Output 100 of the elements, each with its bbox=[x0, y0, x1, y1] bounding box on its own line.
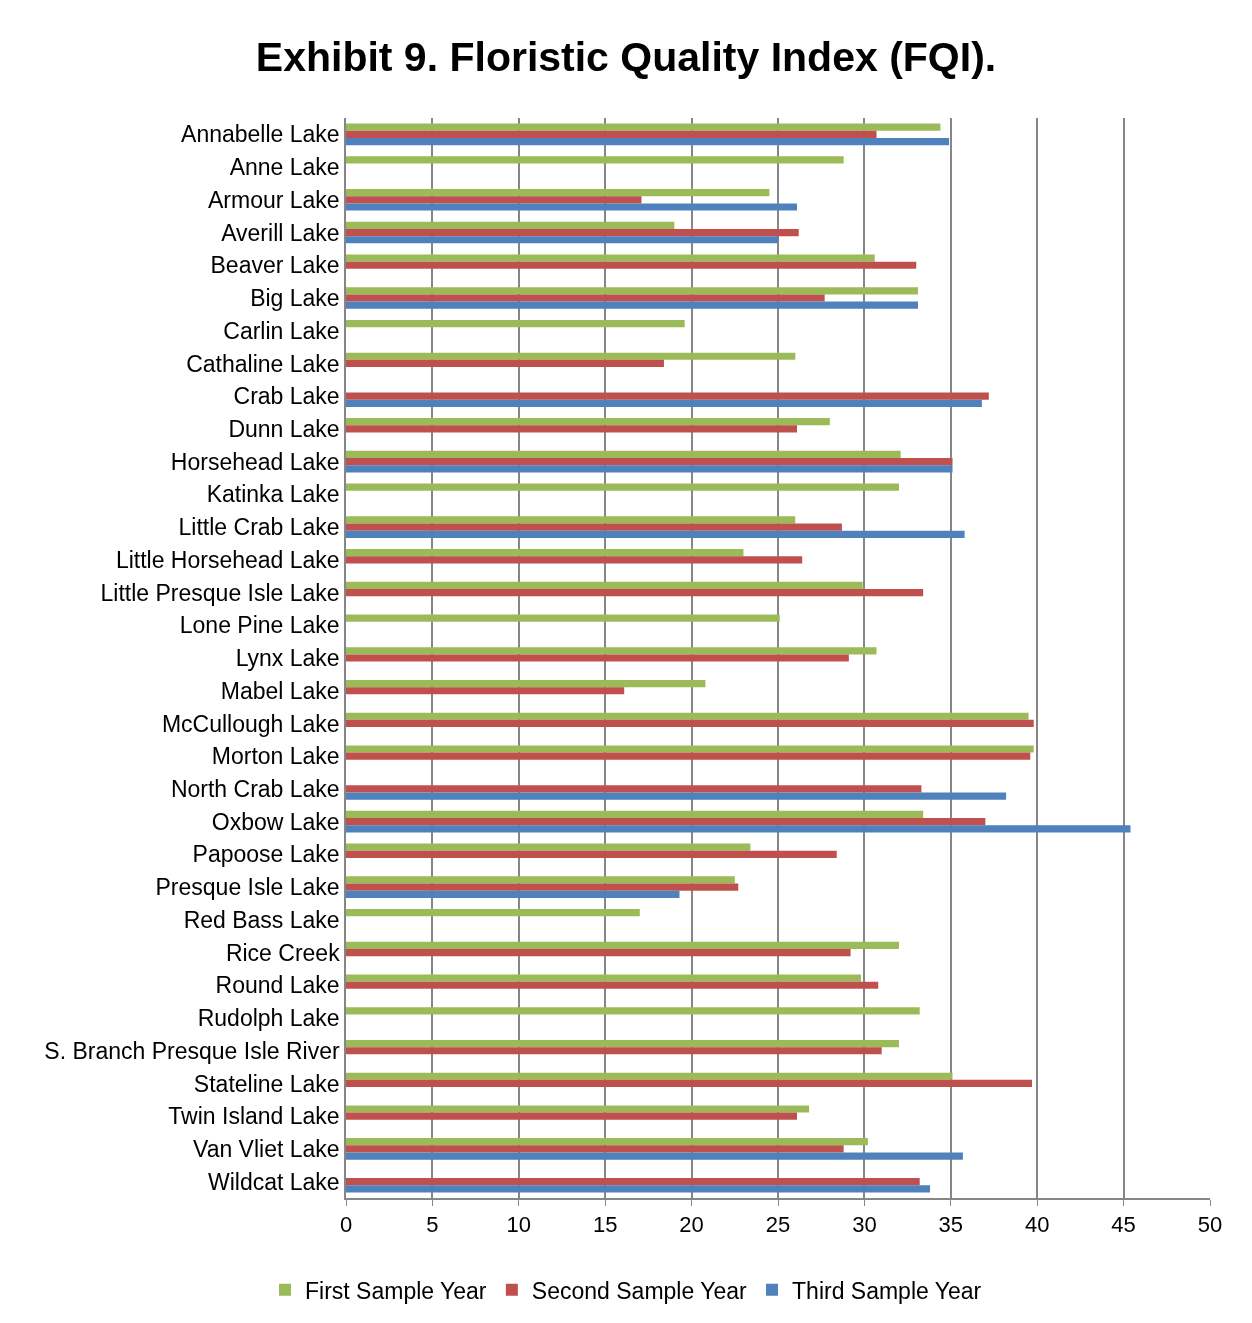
y-tick-label: Beaver Lake bbox=[210, 252, 340, 279]
bar bbox=[346, 254, 875, 262]
bar bbox=[346, 156, 844, 164]
bar bbox=[346, 261, 917, 269]
y-tick-label: Horsehead Lake bbox=[170, 448, 340, 475]
bar bbox=[346, 458, 953, 466]
y-tick-label: Cathaline Lake bbox=[186, 350, 340, 377]
y-tick-label: Rudolph Lake bbox=[197, 1005, 340, 1032]
bar bbox=[346, 236, 778, 244]
bar bbox=[346, 399, 982, 407]
x-tick-label: 40 bbox=[1024, 1212, 1050, 1238]
bar bbox=[346, 189, 770, 197]
bar bbox=[346, 712, 1029, 720]
bar bbox=[346, 909, 640, 917]
y-tick-label: Little Crab Lake bbox=[178, 514, 340, 541]
bar bbox=[346, 1138, 868, 1146]
x-tick-label: 15 bbox=[592, 1212, 618, 1238]
legend-label: Second Sample Year bbox=[531, 1277, 748, 1304]
y-tick-label: Mabel Lake bbox=[220, 677, 340, 704]
y-tick-label: Annabelle Lake bbox=[181, 121, 340, 148]
bar bbox=[346, 1007, 920, 1015]
bar bbox=[346, 352, 796, 360]
bar bbox=[346, 647, 877, 655]
bar bbox=[346, 843, 751, 851]
bar bbox=[346, 523, 842, 531]
bar bbox=[346, 221, 675, 229]
bar bbox=[346, 450, 901, 459]
y-tick-label: Twin Island Lake bbox=[168, 1103, 340, 1130]
bar bbox=[346, 792, 1007, 800]
bar bbox=[346, 948, 851, 957]
bar bbox=[346, 1072, 953, 1080]
bar bbox=[346, 137, 950, 146]
bar bbox=[346, 1178, 920, 1186]
y-tick-label: Wildcat Lake bbox=[207, 1168, 340, 1195]
bar bbox=[346, 319, 685, 328]
y-tick-label: Lynx Lake bbox=[235, 645, 340, 672]
y-tick-label: Dunn Lake bbox=[228, 415, 340, 442]
y-tick-label: Lone Pine Lake bbox=[179, 612, 340, 639]
y-tick-label: Big Lake bbox=[250, 285, 340, 312]
bar bbox=[346, 483, 899, 491]
bar bbox=[346, 425, 798, 433]
bar bbox=[346, 719, 1034, 728]
bar bbox=[346, 465, 953, 473]
y-tick-label: S. Branch Presque Isle River bbox=[44, 1037, 340, 1064]
y-tick-label: Van Vliet Lake bbox=[193, 1135, 340, 1162]
x-tick-label: 0 bbox=[339, 1212, 353, 1238]
bar bbox=[346, 228, 799, 237]
x-tick-label: 35 bbox=[938, 1212, 964, 1238]
bar bbox=[346, 581, 863, 589]
y-tick-label: Red Bass Lake bbox=[183, 906, 340, 933]
bar bbox=[346, 785, 922, 793]
y-tick-label: Stateline Lake bbox=[193, 1070, 340, 1097]
bar bbox=[346, 392, 989, 400]
bar bbox=[346, 294, 825, 302]
y-tick-label: North Crab Lake bbox=[170, 775, 340, 802]
bar bbox=[346, 196, 642, 204]
x-tick-label: 10 bbox=[506, 1212, 532, 1238]
y-tick-label: Armour Lake bbox=[207, 186, 340, 213]
legend-label: First Sample Year bbox=[305, 1277, 487, 1304]
x-tick-label: 25 bbox=[765, 1212, 791, 1238]
bar bbox=[346, 745, 1034, 753]
bar bbox=[346, 614, 780, 622]
bar bbox=[346, 516, 796, 524]
bar bbox=[346, 359, 664, 368]
y-tick-label: Anne Lake bbox=[229, 154, 340, 181]
y-tick-label: Carlin Lake bbox=[223, 317, 340, 344]
y-tick-label: Presque Isle Lake bbox=[155, 874, 340, 901]
bar bbox=[346, 287, 918, 295]
bar bbox=[346, 687, 625, 695]
bar bbox=[346, 130, 877, 138]
y-tick-label: Papoose Lake bbox=[192, 841, 340, 868]
bar bbox=[346, 818, 986, 826]
y-tick-label: Little Presque Isle Lake bbox=[100, 579, 340, 606]
bar bbox=[346, 679, 706, 688]
y-tick-label: Crab Lake bbox=[233, 383, 340, 410]
bar bbox=[346, 876, 735, 884]
bar bbox=[346, 810, 924, 819]
bar bbox=[346, 549, 744, 557]
bar bbox=[346, 556, 803, 564]
x-tick-label: 30 bbox=[852, 1212, 877, 1238]
y-tick-label: Averill Lake bbox=[221, 219, 340, 246]
bar bbox=[346, 1145, 844, 1153]
bar bbox=[346, 530, 965, 538]
bar bbox=[346, 203, 798, 211]
bar bbox=[346, 1047, 882, 1055]
y-tick-label: Little Horsehead Lake bbox=[115, 546, 340, 573]
bar bbox=[346, 588, 924, 597]
bar bbox=[346, 123, 941, 131]
legend-label: Third Sample Year bbox=[792, 1277, 982, 1304]
bar bbox=[346, 825, 1131, 833]
y-tick-label: Morton Lake bbox=[211, 743, 340, 770]
bar bbox=[346, 1079, 1033, 1088]
bar bbox=[346, 1185, 931, 1193]
bar bbox=[346, 418, 830, 426]
y-tick-label: Rice Creek bbox=[225, 939, 341, 966]
bar bbox=[346, 981, 879, 989]
bar bbox=[346, 301, 918, 309]
x-tick-label: 20 bbox=[679, 1212, 704, 1238]
bar bbox=[346, 890, 680, 898]
bar bbox=[346, 1112, 798, 1120]
